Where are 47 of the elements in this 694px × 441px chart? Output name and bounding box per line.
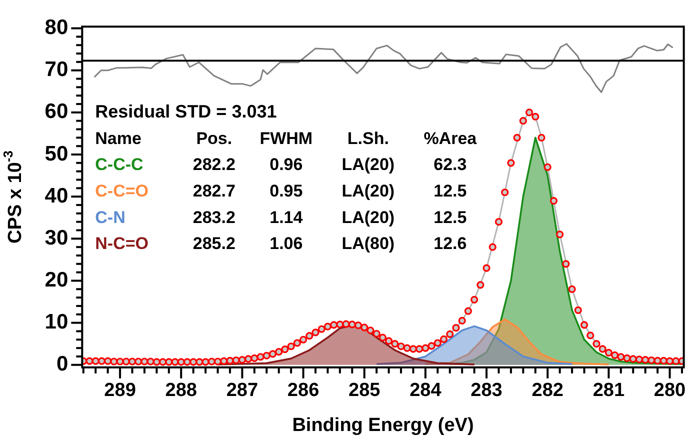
annotation: LA(80) (342, 234, 395, 254)
y-tick-label: 70 (44, 58, 68, 82)
annotation: LA(20) (342, 155, 395, 174)
annotation: 12.5 (434, 208, 467, 227)
x-axis-title: Binding Energy (eV) (292, 414, 474, 436)
x-tick-label: 285 (348, 380, 381, 402)
annotation: 0.96 (270, 155, 303, 174)
annotation: L.Sh. (347, 128, 389, 148)
annotation: 283.2 (192, 208, 236, 227)
y-tick-label: 80 (44, 16, 68, 40)
x-tick-label: 281 (592, 380, 625, 402)
x-tick-label: 289 (104, 380, 136, 402)
annotation: Name (95, 128, 142, 148)
annotation: 285.2 (192, 234, 236, 254)
x-tick-label: 286 (287, 380, 320, 402)
y-tick-label: 10 (44, 310, 68, 334)
x-tick-label: 280 (654, 380, 686, 402)
text: N-C=O (95, 234, 149, 254)
x-tick-label: 288 (165, 380, 197, 402)
y-axis-title: CPS x 10-3 (0, 150, 26, 244)
annotation: 1.06 (270, 234, 303, 254)
x-tick-label: 287 (226, 380, 258, 402)
annotation: 282.2 (192, 155, 236, 174)
annotation: 12.6 (434, 234, 467, 254)
y-tick-label: 0 (56, 352, 68, 376)
annotation: LA(20) (342, 182, 395, 200)
text: C-C=O (95, 182, 149, 200)
annotation: 0.95 (270, 182, 303, 200)
annotation: 12.5 (434, 182, 467, 200)
annotation: 1.14 (270, 208, 304, 227)
y-tick-label: 20 (44, 268, 68, 292)
x-tick-label: 284 (410, 380, 442, 402)
annotation: 282.7 (192, 182, 236, 200)
y-tick-label: 50 (44, 142, 68, 166)
annotation: 62.3 (434, 155, 467, 174)
x-tick-label: 282 (532, 380, 564, 402)
annotation: Pos. (196, 128, 232, 148)
annotation: %Area (424, 128, 478, 148)
y-tick-label: 40 (44, 184, 68, 208)
annotation: Residual STD = 3.031 (95, 102, 277, 122)
y-tick-label: 60 (44, 100, 68, 124)
annotation: FWHM (260, 128, 313, 148)
text: C-C-C (95, 155, 144, 174)
annotation: LA(20) (342, 208, 395, 227)
y-tick-label: 30 (44, 226, 68, 250)
text: C-N (95, 208, 126, 227)
x-tick-label: 283 (470, 380, 502, 402)
